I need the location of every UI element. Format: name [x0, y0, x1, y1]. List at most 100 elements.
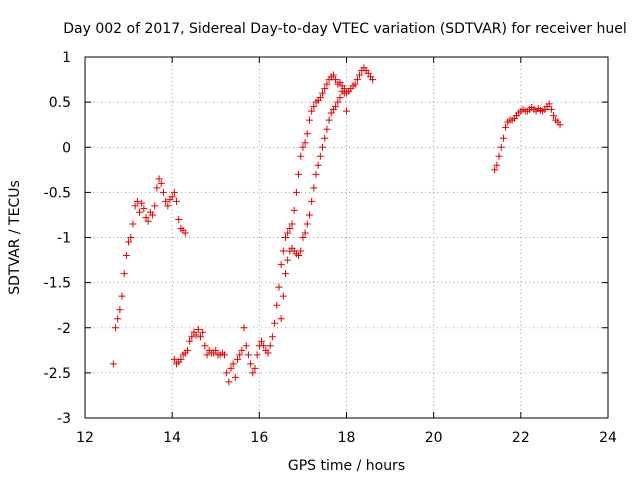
data-point [284, 229, 292, 237]
data-point [229, 360, 237, 368]
data-point [196, 333, 204, 341]
chart-title: Day 002 of 2017, Sidereal Day-to-day VTE… [63, 21, 626, 37]
data-point [356, 71, 364, 79]
y-tick-label: -1 [57, 231, 71, 247]
data-point [286, 224, 294, 232]
data-point [212, 346, 220, 354]
data-point [175, 215, 183, 223]
data-point [242, 342, 250, 350]
data-point [227, 364, 235, 372]
data-point [364, 69, 372, 77]
data-point [120, 270, 128, 278]
data-point [327, 109, 335, 117]
data-point [238, 346, 246, 354]
data-point [321, 85, 329, 93]
data-point [295, 170, 303, 178]
x-tick-label: 14 [163, 430, 181, 446]
data-point [114, 315, 122, 323]
data-point [129, 220, 137, 228]
data-point [168, 193, 176, 201]
data-point [297, 247, 305, 255]
data-point [275, 283, 283, 291]
data-point [295, 252, 303, 260]
grid-lines [85, 57, 608, 418]
data-point [353, 76, 361, 84]
data-point [183, 346, 191, 354]
data-point [305, 211, 313, 219]
data-point [284, 256, 292, 264]
data-point [329, 71, 337, 79]
x-tick-label: 18 [338, 430, 356, 446]
data-point [170, 188, 178, 196]
data-point [194, 326, 202, 334]
data-point [303, 220, 311, 228]
data-point [502, 123, 510, 131]
data-point [308, 107, 316, 115]
data-point [292, 188, 300, 196]
data-point [170, 355, 178, 363]
data-point [332, 76, 340, 84]
axis-ticks: 12 14 16 18 20 22 24 -3 -2.5 -2 -1.5 -1 -0.5 0 0.5 1 [44, 50, 617, 446]
data-point [316, 94, 324, 102]
y-tick-label: 0 [62, 140, 71, 156]
data-point [297, 152, 305, 160]
data-point [323, 125, 331, 133]
data-point [223, 369, 231, 377]
data-points [109, 64, 564, 386]
data-point [310, 103, 318, 111]
data-point [308, 197, 316, 205]
data-point [281, 234, 289, 241]
data-point [495, 152, 503, 160]
y-tick-label: -2.5 [44, 366, 71, 382]
y-tick-label: -3 [57, 411, 71, 427]
data-point [545, 100, 553, 108]
data-point [231, 373, 239, 381]
data-point [279, 292, 287, 300]
data-point [319, 89, 327, 97]
data-point [127, 234, 135, 241]
data-point [173, 197, 181, 205]
data-point [122, 252, 130, 260]
y-tick-label: -2 [57, 321, 71, 337]
data-point [249, 369, 257, 377]
data-point [149, 211, 157, 219]
data-point [138, 199, 146, 207]
data-point [192, 331, 200, 339]
data-point [266, 342, 274, 350]
data-point [334, 98, 342, 106]
data-point [301, 139, 309, 147]
data-point [140, 205, 148, 213]
data-point [142, 214, 150, 222]
data-point [314, 161, 322, 169]
data-point [251, 364, 259, 372]
data-point [290, 206, 298, 214]
data-point [253, 351, 261, 359]
data-point [236, 351, 244, 359]
data-point [497, 143, 505, 151]
data-point [220, 351, 228, 359]
data-point [135, 208, 143, 216]
data-point [144, 217, 152, 225]
data-point [303, 130, 311, 138]
data-point [556, 121, 564, 129]
x-tick-label: 16 [250, 430, 268, 446]
data-point [164, 202, 172, 210]
data-point [550, 112, 558, 120]
data-point [271, 319, 279, 327]
data-point [316, 152, 324, 160]
data-point [155, 175, 163, 183]
x-tick-label: 22 [512, 430, 530, 446]
data-point [162, 197, 170, 205]
data-point [299, 143, 307, 151]
data-point [240, 324, 248, 332]
data-point [159, 188, 167, 196]
x-tick-label: 24 [599, 430, 617, 446]
data-point [186, 337, 194, 345]
data-point [336, 94, 344, 102]
data-point [305, 116, 313, 124]
data-point [258, 337, 266, 345]
data-point [181, 229, 189, 237]
plot-frame [84, 56, 609, 419]
data-point [299, 234, 307, 241]
